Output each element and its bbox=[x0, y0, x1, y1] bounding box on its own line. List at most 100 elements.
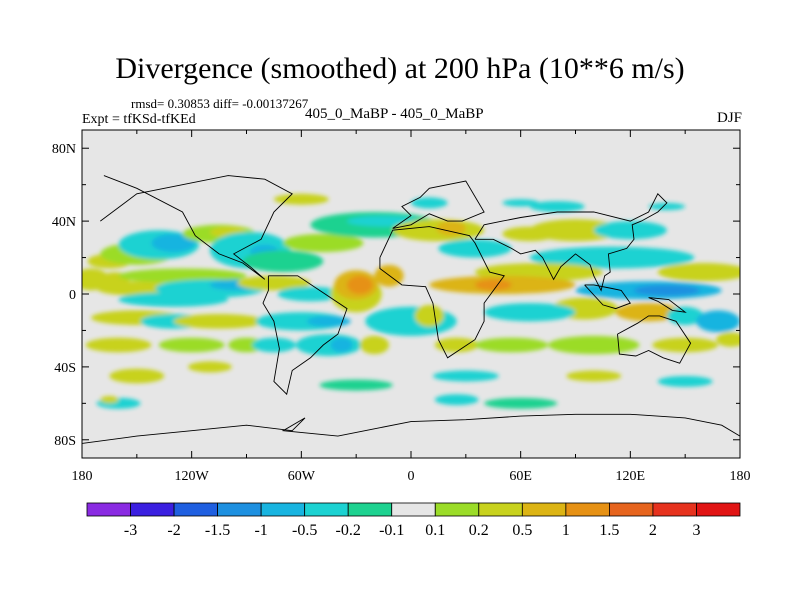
field-blob-72 bbox=[273, 193, 329, 205]
colorbar-swatch-7 bbox=[391, 502, 436, 517]
colorbar-swatch-13 bbox=[652, 502, 697, 517]
field-blob-41 bbox=[436, 221, 466, 236]
x-tick-label-3: 0 bbox=[408, 469, 415, 484]
colorbar-label-6: -0.1 bbox=[379, 522, 404, 539]
field-blob-44 bbox=[529, 219, 622, 242]
field-blob-45 bbox=[593, 221, 667, 240]
field-blob-5 bbox=[151, 233, 196, 253]
colorbar-label-13: 3 bbox=[692, 522, 700, 539]
colorbar-label-3: -1 bbox=[254, 522, 267, 539]
field-blob-64 bbox=[319, 379, 393, 391]
field-blob-69 bbox=[100, 396, 119, 404]
field-blob-46 bbox=[529, 246, 695, 269]
field-blob-19 bbox=[237, 275, 311, 291]
field-blob-54 bbox=[484, 303, 576, 322]
field-blob-60 bbox=[652, 337, 719, 353]
field-blob-34 bbox=[347, 275, 373, 294]
x-tick-label-1: 120W bbox=[175, 469, 210, 484]
field-blob-39 bbox=[434, 337, 479, 353]
coastline-2 bbox=[379, 226, 505, 359]
colorbar-label-4: -0.5 bbox=[292, 522, 317, 539]
colorbar-swatch-0 bbox=[86, 502, 131, 517]
field-blob-55 bbox=[615, 303, 682, 322]
coastline-0 bbox=[100, 175, 293, 280]
colorbar-swatch-4 bbox=[260, 502, 306, 517]
colorbar-swatch-5 bbox=[304, 502, 349, 517]
colorbar-label-12: 2 bbox=[649, 522, 657, 539]
field-blob-37 bbox=[365, 306, 457, 336]
coastline-7 bbox=[648, 297, 687, 313]
field-blob-23 bbox=[173, 314, 265, 329]
coastline-3 bbox=[392, 180, 485, 229]
colorbar: -3 -2 -1.5 -1 -0.5 -0.2 -0.1 0.1 0.2 0.5 1 1.5 2 3 bbox=[86, 502, 741, 539]
y-tick-label-1: 40N bbox=[52, 215, 76, 230]
experiment-label: Expt = tfKSd-tfKEd bbox=[82, 112, 196, 127]
colorbar-swatch-2 bbox=[173, 502, 218, 517]
coastline-6 bbox=[617, 315, 692, 364]
field-blob-66 bbox=[566, 370, 622, 382]
field-blob-38 bbox=[414, 304, 444, 327]
field-blob-10 bbox=[242, 250, 324, 273]
colorbar-swatch-9 bbox=[478, 502, 523, 517]
field-blob-20 bbox=[277, 286, 344, 302]
coastline-8 bbox=[82, 413, 740, 444]
x-tick-label-0: 180 bbox=[72, 469, 93, 484]
divergence-field bbox=[82, 193, 740, 409]
colorbar-label-0: -3 bbox=[124, 522, 137, 539]
field-blob-74 bbox=[529, 201, 585, 213]
field-blob-75 bbox=[502, 199, 539, 207]
field-blob-50 bbox=[657, 263, 740, 282]
field-blob-65 bbox=[432, 370, 499, 382]
colorbar-label-5: -0.2 bbox=[336, 522, 361, 539]
field-blob-67 bbox=[657, 376, 713, 387]
colorbar-label-2: -1.5 bbox=[205, 522, 230, 539]
field-blob-36 bbox=[359, 335, 390, 355]
field-blob-31 bbox=[251, 337, 296, 353]
field-blob-42 bbox=[438, 239, 512, 258]
field-blob-58 bbox=[548, 335, 640, 355]
y-tick-label-2: 0 bbox=[69, 288, 76, 303]
colorbar-swatch-12 bbox=[609, 502, 654, 517]
colorbar-label-11: 1.5 bbox=[599, 522, 619, 539]
field-blob-25 bbox=[306, 315, 351, 327]
field-blob-71 bbox=[434, 394, 479, 406]
colorbar-swatch-10 bbox=[521, 502, 567, 517]
colorbar-label-9: 0.5 bbox=[512, 522, 532, 539]
axis-layer: 180 120W 60W 0 60E 120E 180 80N 40N 0 40S 80S bbox=[52, 130, 751, 484]
field-blob-57 bbox=[696, 310, 740, 333]
x-tick-label-2: 60W bbox=[288, 469, 316, 484]
field-blob-52 bbox=[633, 284, 700, 296]
season-label: DJF bbox=[716, 110, 742, 126]
field-blob-62 bbox=[109, 368, 165, 384]
colorbar-swatch-11 bbox=[565, 502, 610, 517]
y-tick-label-4: 80S bbox=[54, 434, 76, 449]
field-blob-61 bbox=[716, 332, 740, 347]
colorbar-swatch-8 bbox=[434, 502, 480, 517]
colorbar-swatch-14 bbox=[696, 502, 741, 517]
colorbar-label-7: 0.1 bbox=[425, 522, 445, 539]
y-tick-label-3: 40S bbox=[54, 361, 76, 376]
y-tick-label-0: 80N bbox=[52, 142, 76, 157]
colorbar-swatch-6 bbox=[347, 502, 393, 517]
colorbar-label-8: 0.2 bbox=[469, 522, 489, 539]
chart-title: Divergence (smoothed) at 200 hPa (10**6 … bbox=[115, 52, 685, 85]
field-blob-30 bbox=[330, 337, 353, 353]
field-blob-27 bbox=[158, 337, 225, 353]
field-blob-26 bbox=[85, 337, 152, 353]
field-blob-76 bbox=[648, 202, 686, 211]
run-comparison-label: 405_0_MaBP - 405_0_MaBP bbox=[305, 106, 484, 122]
field-blob-73 bbox=[411, 197, 448, 209]
field-blob-49 bbox=[474, 279, 512, 291]
field-blob-14 bbox=[118, 268, 247, 284]
colorbar-label-10: 1 bbox=[562, 522, 570, 539]
colorbar-label-1: -2 bbox=[167, 522, 180, 539]
x-tick-label-5: 120E bbox=[616, 469, 646, 484]
x-tick-label-6: 180 bbox=[730, 469, 751, 484]
field-blob-15 bbox=[96, 281, 178, 296]
coastline-1 bbox=[262, 275, 348, 396]
stats-label: rmsd= 0.30853 diff= -0.00137267 bbox=[131, 96, 309, 111]
colorbar-swatch-1 bbox=[130, 502, 175, 517]
field-blob-59 bbox=[474, 337, 549, 353]
coastline-4 bbox=[474, 193, 668, 292]
